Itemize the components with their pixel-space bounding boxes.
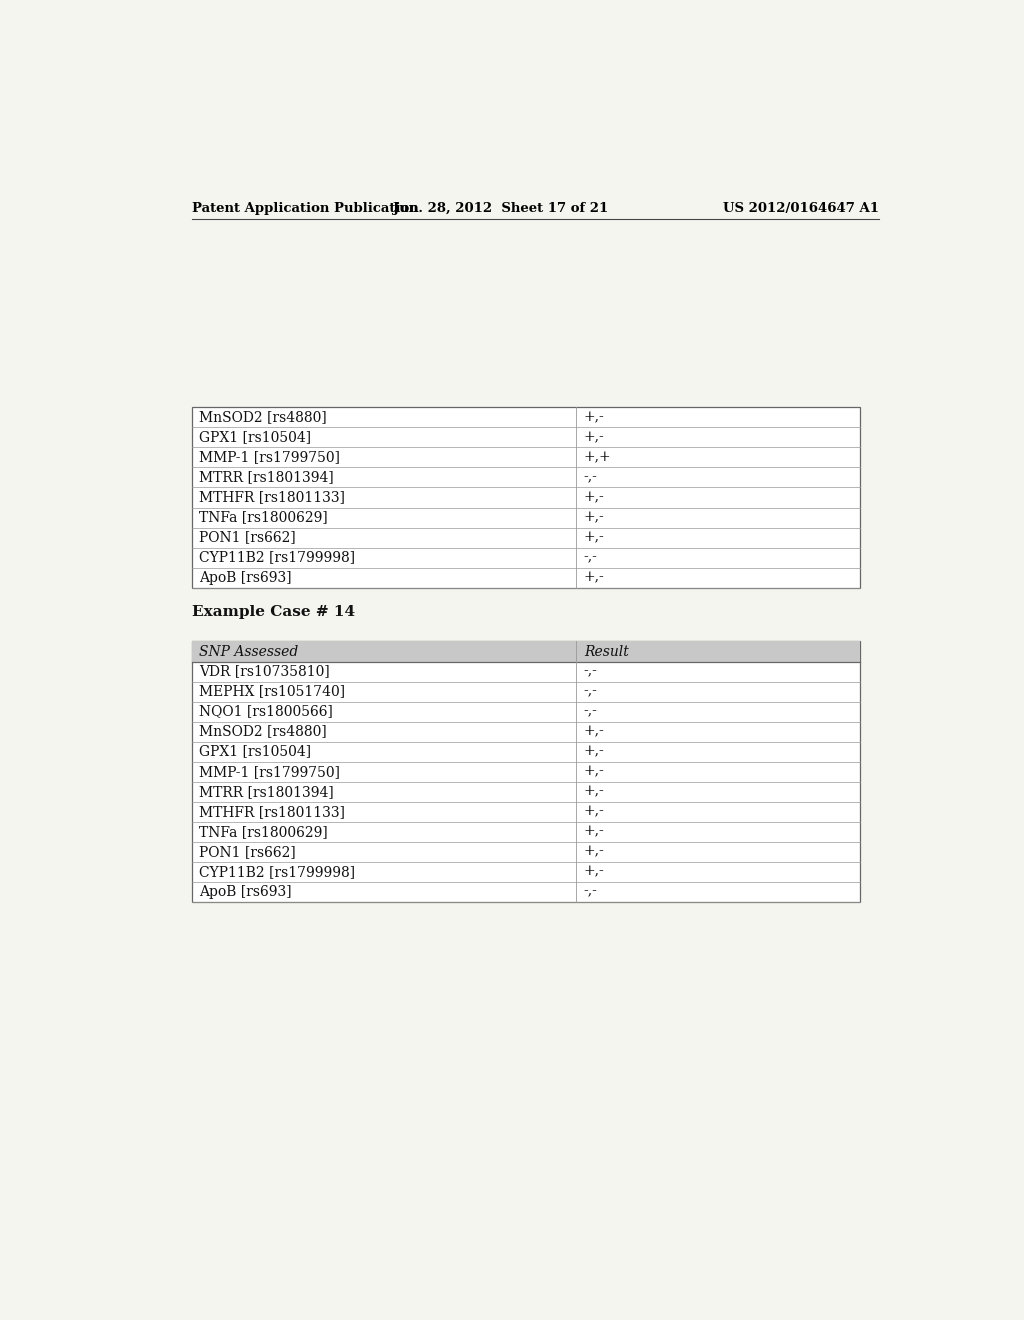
Text: -,-: -,- [584,470,598,484]
Text: -,-: -,- [584,705,598,718]
Text: PON1 [rs662]: PON1 [rs662] [200,531,296,545]
Text: MnSOD2 [rs4880]: MnSOD2 [rs4880] [200,725,327,739]
Text: MEPHX [rs1051740]: MEPHX [rs1051740] [200,685,345,698]
Text: +,-: +,- [584,570,604,585]
Text: MTRR [rs1801394]: MTRR [rs1801394] [200,784,334,799]
Text: TNFa [rs1800629]: TNFa [rs1800629] [200,825,328,838]
Text: -,-: -,- [584,550,598,565]
Text: CYP11B2 [rs1799998]: CYP11B2 [rs1799998] [200,550,355,565]
Text: CYP11B2 [rs1799998]: CYP11B2 [rs1799998] [200,865,355,879]
Text: ApoB [rs693]: ApoB [rs693] [200,884,292,899]
Text: MnSOD2 [rs4880]: MnSOD2 [rs4880] [200,411,327,425]
Text: GPX1 [rs10504]: GPX1 [rs10504] [200,430,311,445]
Text: Jun. 28, 2012  Sheet 17 of 21: Jun. 28, 2012 Sheet 17 of 21 [393,202,608,215]
Text: PON1 [rs662]: PON1 [rs662] [200,845,296,859]
Text: -,-: -,- [584,884,598,899]
Text: Patent Application Publication: Patent Application Publication [191,202,418,215]
Text: +,-: +,- [584,865,604,879]
Text: +,-: +,- [584,511,604,524]
Bar [191,642,860,661]
Text: +,-: +,- [584,764,604,779]
Text: +,-: +,- [584,725,604,739]
Text: MTHFR [rs1801133]: MTHFR [rs1801133] [200,805,345,818]
Text: MTHFR [rs1801133]: MTHFR [rs1801133] [200,491,345,504]
Text: MMP-1 [rs1799750]: MMP-1 [rs1799750] [200,764,340,779]
Text: +,-: +,- [584,805,604,818]
Text: +,-: +,- [584,845,604,859]
Text: NQO1 [rs1800566]: NQO1 [rs1800566] [200,705,333,718]
Text: VDR [rs10735810]: VDR [rs10735810] [200,664,330,678]
Text: MTRR [rs1801394]: MTRR [rs1801394] [200,470,334,484]
Text: GPX1 [rs10504]: GPX1 [rs10504] [200,744,311,759]
Text: MMP-1 [rs1799750]: MMP-1 [rs1799750] [200,450,340,465]
Text: Example Case # 14: Example Case # 14 [191,606,354,619]
Text: SNP Assessed: SNP Assessed [200,644,299,659]
Text: TNFa [rs1800629]: TNFa [rs1800629] [200,511,328,524]
Text: -,-: -,- [584,664,598,678]
Text: +,-: +,- [584,430,604,445]
Bar [191,642,860,902]
Text: US 2012/0164647 A1: US 2012/0164647 A1 [723,202,879,215]
Text: +,-: +,- [584,744,604,759]
Text: Result: Result [584,644,629,659]
Text: +,-: +,- [584,531,604,545]
Text: +,-: +,- [584,491,604,504]
Bar [191,408,860,587]
Text: +,-: +,- [584,825,604,838]
Text: +,-: +,- [584,784,604,799]
Text: +,-: +,- [584,411,604,425]
Text: ApoB [rs693]: ApoB [rs693] [200,570,292,585]
Text: +,+: +,+ [584,450,611,465]
Text: -,-: -,- [584,685,598,698]
